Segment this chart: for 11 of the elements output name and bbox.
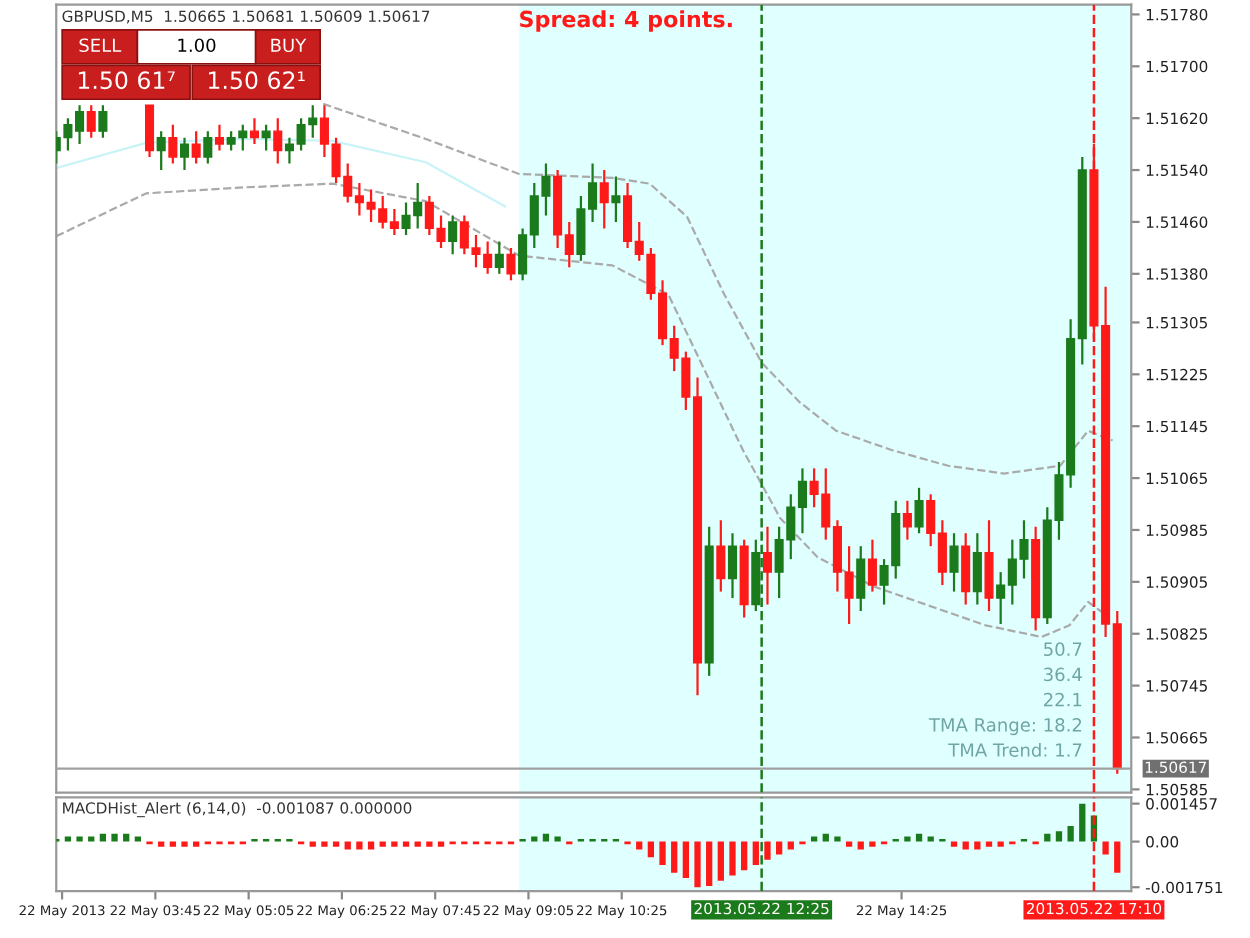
annotation: BUY: [271, 38, 307, 53]
annotation: TMA Range: 18.2: [928, 718, 1082, 736]
annotation: 1.50 62¹: [209, 71, 305, 90]
annotation: 50.7: [1044, 642, 1082, 657]
annotation: 1.00: [178, 38, 216, 53]
annotation: Spread: 4 points.: [520, 10, 732, 32]
annotation: SELL: [79, 38, 122, 53]
annotation: 36.4: [1044, 667, 1082, 682]
annotation: TMA Trend: 1.7: [948, 742, 1082, 757]
annotation: 22.1: [1044, 692, 1082, 707]
annotation: 1.50 61⁷: [78, 71, 175, 90]
